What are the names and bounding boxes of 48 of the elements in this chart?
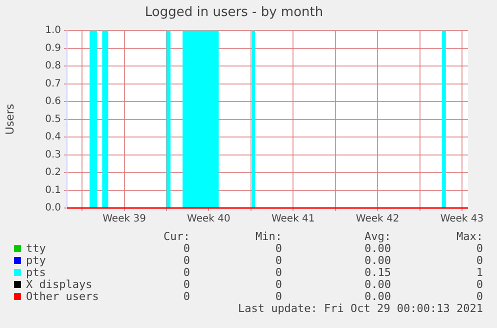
text: 0.00: [364, 278, 391, 291]
text: 0.00: [364, 242, 391, 255]
text: 0: [275, 254, 282, 267]
text: 0.15: [364, 266, 391, 279]
x-tick-label: Week 42: [356, 214, 400, 225]
y-axis-title: Users: [3, 104, 16, 135]
text: 0.00: [364, 254, 391, 267]
y-tick-label: 0.2: [45, 167, 61, 178]
text: 0: [476, 278, 483, 291]
text: 0: [275, 278, 282, 291]
chart-title: Logged in users - by month: [144, 5, 324, 20]
legend-label: pts: [26, 266, 46, 279]
text: 0: [275, 290, 282, 303]
y-tick-label: 0.5: [45, 114, 61, 125]
legend-label: Other users: [26, 290, 99, 303]
y-tick-label: 0.1: [45, 184, 61, 196]
text: 0: [275, 266, 282, 279]
legend-label: tty: [26, 242, 46, 255]
text: 0: [275, 242, 282, 255]
text: 1: [476, 266, 483, 279]
text: 0: [476, 290, 483, 303]
text: 0: [183, 290, 190, 303]
y-tick-label: 1.0: [45, 25, 61, 36]
legend-label: pty: [26, 254, 46, 267]
text: Max:: [456, 230, 483, 243]
text: 0: [476, 254, 483, 267]
y-tick-label: 0.3: [45, 149, 61, 160]
x-tick-label: Week 40: [187, 214, 230, 225]
text: Avg:: [364, 230, 391, 243]
legend-label: X displays: [26, 278, 92, 291]
x-tick-label: Week 41: [271, 214, 315, 225]
y-tick-label: 0.7: [45, 78, 61, 90]
text: 0: [183, 266, 190, 279]
text: Min:: [256, 230, 282, 243]
text: Cur:: [164, 230, 190, 243]
y-tick-label: 0.9: [45, 42, 61, 54]
text: 0: [183, 242, 190, 255]
text: 0: [183, 278, 190, 291]
x-tick-label: Week 39: [102, 214, 146, 225]
text: 0: [183, 254, 190, 267]
text: 0: [476, 242, 483, 255]
text: 0.00: [364, 290, 391, 303]
x-tick-label: Week 43: [440, 214, 484, 225]
y-tick-label: 0.6: [45, 96, 61, 108]
text: Last update: Fri Oct 29 00:00:13 2021: [238, 302, 483, 315]
y-tick-label: 0.0: [45, 202, 61, 214]
y-tick-label: 0.8: [45, 60, 61, 72]
y-tick-label: 0.4: [45, 132, 61, 143]
